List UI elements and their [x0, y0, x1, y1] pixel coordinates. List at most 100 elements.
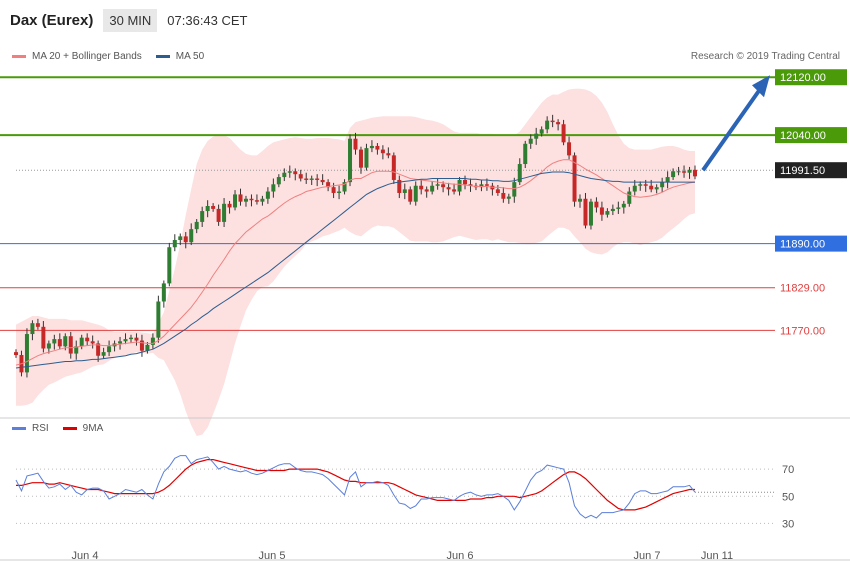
x-tick-label: Jun 7 — [634, 550, 661, 562]
level-label-5: 11770.00 — [780, 325, 825, 337]
candle-body — [238, 194, 243, 202]
candle-body — [539, 129, 544, 134]
candle-body — [665, 177, 670, 183]
candle-body — [556, 122, 561, 125]
x-tick-label: Jun 6 — [447, 550, 474, 562]
arrow-shaft — [701, 88, 762, 172]
candle-body — [616, 207, 621, 209]
candle-body — [265, 191, 270, 199]
candle-body — [90, 341, 95, 344]
rsi-ma-swatch — [62, 427, 77, 430]
candle-body — [419, 185, 424, 190]
candle-body — [254, 200, 259, 202]
ma50-swatch — [155, 55, 170, 58]
candle-body — [276, 177, 281, 185]
candle-body — [96, 343, 101, 356]
candle-body — [167, 247, 172, 284]
candle-body — [578, 198, 583, 202]
candle-body — [194, 221, 199, 230]
candle-body — [118, 341, 123, 344]
candle-body — [52, 339, 57, 344]
candle-body — [156, 301, 161, 338]
candle-body — [446, 187, 451, 190]
bollinger-bands — [16, 88, 695, 437]
level-label-2: 11991.50 — [780, 165, 825, 177]
candle-body — [495, 189, 500, 193]
candle-body — [211, 206, 216, 209]
candle-body — [583, 198, 588, 226]
candle-body — [298, 174, 303, 179]
candle-body — [479, 184, 484, 188]
candle-body — [74, 346, 79, 354]
moving-averages — [15, 159, 696, 369]
candle-body — [79, 337, 84, 347]
candle-body — [561, 124, 566, 143]
rsi-legend-label: RSI — [32, 423, 49, 434]
candle-body — [599, 207, 604, 215]
level-label-3: 11890.00 — [780, 239, 825, 251]
level-tag-1 — [775, 127, 847, 144]
candle-body — [517, 164, 522, 183]
candle-body — [24, 334, 29, 373]
candle-body — [309, 178, 314, 180]
timeframe-badge[interactable]: 30 MIN — [103, 8, 158, 32]
x-tick-label: Jun 5 — [259, 550, 286, 562]
candle-body — [501, 192, 506, 199]
candle-body — [638, 184, 643, 186]
rsi-ma-legend-label: 9MA — [82, 423, 104, 434]
candle-body — [342, 182, 347, 192]
candle-body — [693, 169, 697, 177]
candle-body — [397, 179, 402, 193]
rsi-line — [15, 455, 696, 519]
level-label-0: 12120.00 — [780, 72, 826, 84]
candle-body — [463, 179, 468, 185]
candle-body — [222, 203, 227, 222]
candle-body — [216, 208, 221, 222]
instrument-title: Dax (Eurex) — [10, 11, 94, 29]
level-label-1: 12040.00 — [780, 130, 826, 142]
level-tag-3 — [775, 235, 847, 252]
candle-body — [46, 343, 51, 349]
candle-body — [572, 155, 577, 202]
candle-body — [123, 339, 128, 342]
candle-body — [391, 155, 396, 180]
candle-body — [654, 187, 659, 190]
candle-body — [506, 196, 511, 199]
rsi-tick-label: 50 — [782, 491, 794, 503]
candle-body — [337, 191, 342, 193]
x-axis: Jun 4 Jun 5 Jun 6 Jun 7 Jun 11 — [0, 550, 850, 562]
forecast-arrow — [701, 75, 770, 172]
candle-body — [107, 346, 112, 353]
candle-body — [331, 187, 336, 193]
candle-body — [260, 198, 265, 202]
candle-body — [413, 185, 418, 202]
candle-body — [687, 169, 692, 173]
candle-body — [189, 229, 194, 243]
candle-body — [430, 185, 435, 192]
candle-body — [621, 203, 626, 208]
ma50-legend-label: MA 50 — [175, 51, 205, 62]
candle-body — [671, 171, 676, 178]
candle-body — [249, 198, 254, 201]
candle-body — [326, 182, 331, 188]
ma20-line — [15, 159, 696, 366]
candle-body — [348, 138, 353, 183]
candle-body — [369, 145, 374, 149]
candle-body — [287, 171, 292, 173]
candle-body — [588, 201, 593, 226]
rsi-tick-label: 30 — [782, 518, 794, 530]
candle-body — [375, 145, 380, 150]
candle-body — [315, 178, 320, 180]
candle-body — [320, 179, 325, 183]
candle-body — [402, 189, 407, 193]
candle-body — [101, 352, 106, 356]
candle-body — [150, 337, 155, 345]
candle-body — [534, 133, 539, 139]
candle-body — [282, 172, 287, 178]
candle-body — [484, 184, 489, 186]
bb-legend-label: MA 20 + Bollinger Bands — [32, 51, 142, 62]
rsi-legend: RSI 9MA — [12, 423, 103, 434]
candle-body — [85, 337, 90, 342]
candle-body — [660, 182, 665, 188]
